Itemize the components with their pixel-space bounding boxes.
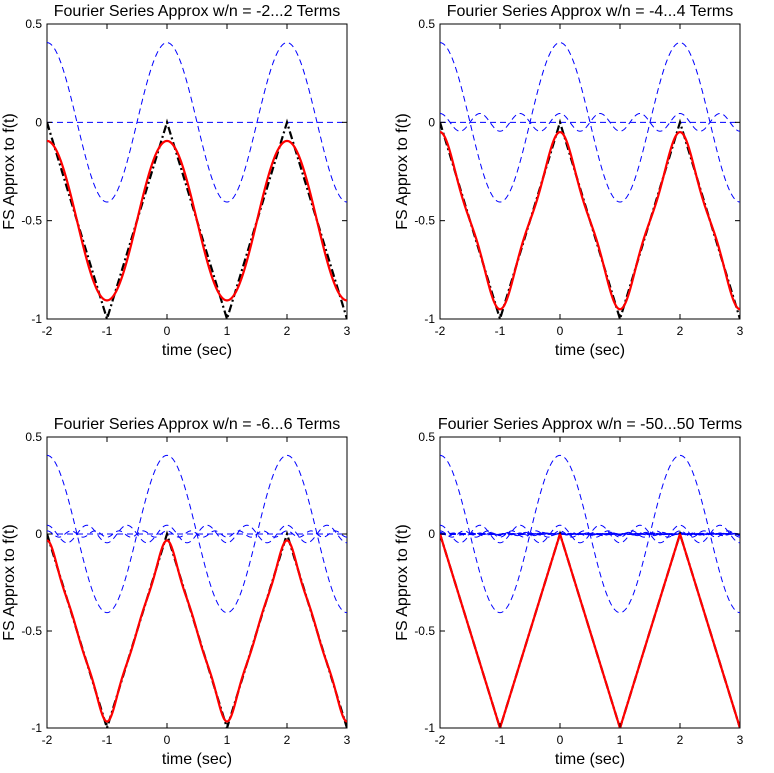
y-tick-label: -0.5	[21, 214, 42, 228]
axes-box	[439, 436, 741, 729]
y-tick-label: -1	[424, 721, 435, 735]
y-tick-label: 0	[35, 115, 42, 129]
y-axis-label: FS Approx to f(t)	[394, 524, 411, 640]
x-axis-label: time (sec)	[162, 751, 232, 768]
series-fs-approx	[47, 139, 347, 302]
x-tick-label: 1	[224, 324, 231, 338]
axes-box	[46, 436, 348, 729]
y-tick-label: -1	[31, 721, 42, 735]
y-tick-label: 0.5	[25, 17, 42, 31]
x-tick-label: 2	[284, 324, 291, 338]
series-harmonic-1	[440, 42, 740, 203]
x-tick-label: 2	[677, 733, 684, 747]
x-tick-label: -1	[495, 733, 506, 747]
x-tick-label: -2	[435, 324, 446, 338]
x-tick-label: -2	[42, 733, 53, 747]
series-harmonic-3	[440, 112, 740, 132]
x-tick-label: -2	[435, 733, 446, 747]
x-tick-label: 3	[737, 733, 744, 747]
series-fs-approx	[47, 539, 347, 723]
y-tick-label: -1	[31, 312, 42, 326]
y-tick-label: 0	[428, 527, 435, 541]
x-tick-label: 1	[617, 324, 624, 338]
x-tick-label: -1	[102, 733, 113, 747]
x-tick-label: 3	[737, 324, 744, 338]
y-axis-label: FS Approx to f(t)	[1, 524, 18, 640]
y-tick-label: 0	[428, 115, 435, 129]
y-tick-label: -0.5	[414, 214, 435, 228]
x-tick-label: 1	[617, 733, 624, 747]
series-harmonic-1	[47, 42, 347, 203]
x-axis-label: time (sec)	[162, 342, 232, 359]
y-axis-label: FS Approx to f(t)	[394, 113, 411, 229]
plot-area	[47, 454, 347, 728]
y-tick-label: -0.5	[414, 624, 435, 638]
x-tick-label: 2	[677, 324, 684, 338]
series-fs-approx	[440, 533, 740, 728]
axes-box	[439, 23, 741, 320]
y-tick-label: 0.5	[25, 430, 42, 444]
y-tick-label: 0.5	[418, 17, 435, 31]
y-tick-label: -1	[424, 312, 435, 326]
plot-area	[440, 42, 740, 319]
y-tick-label: 0.5	[418, 430, 435, 444]
x-tick-label: 1	[224, 733, 231, 747]
y-tick-label: -0.5	[21, 624, 42, 638]
x-tick-label: 3	[344, 733, 351, 747]
axes-box	[46, 23, 348, 320]
x-tick-label: 3	[344, 324, 351, 338]
series-harmonic-5	[47, 530, 347, 538]
x-tick-label: -2	[42, 324, 53, 338]
chart-title: Fourier Series Approx w/n = -6...6 Terms	[54, 416, 340, 433]
y-tick-label: 0	[35, 527, 42, 541]
series-fs-approx	[440, 130, 740, 311]
chart-title: Fourier Series Approx w/n = -4...4 Terms	[447, 3, 733, 20]
chart-title: Fourier Series Approx w/n = -50...50 Ter…	[438, 416, 742, 433]
x-tick-label: 0	[164, 324, 171, 338]
plot-area	[47, 42, 347, 319]
x-tick-label: 0	[164, 733, 171, 747]
x-tick-label: 2	[284, 733, 291, 747]
x-tick-label: 0	[557, 324, 564, 338]
x-tick-label: 0	[557, 733, 564, 747]
x-axis-label: time (sec)	[555, 342, 625, 359]
y-axis-label: FS Approx to f(t)	[1, 113, 18, 229]
x-tick-label: -1	[495, 324, 506, 338]
plot-area	[440, 454, 740, 728]
x-axis-label: time (sec)	[555, 751, 625, 768]
chart-title: Fourier Series Approx w/n = -2...2 Terms	[54, 3, 340, 20]
x-tick-label: -1	[102, 324, 113, 338]
